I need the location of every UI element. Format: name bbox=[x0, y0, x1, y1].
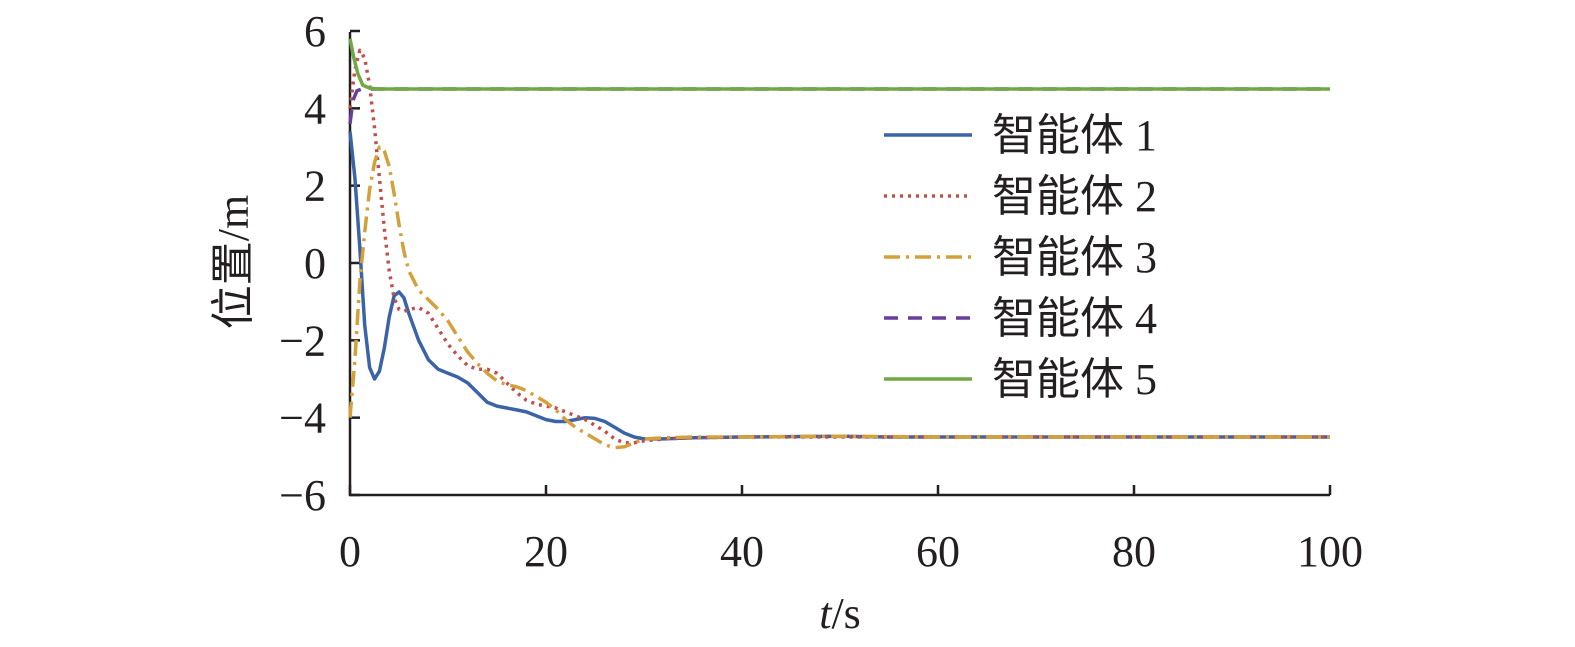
x-ticks: 0 20 40 60 80 100 bbox=[339, 485, 1363, 576]
series-layer bbox=[348, 38, 1330, 450]
y-ticks: −6 −4 −2 0 2 4 6 bbox=[279, 7, 360, 520]
x-tick-label: 60 bbox=[916, 527, 960, 576]
x-axis-label: t/s bbox=[819, 589, 861, 638]
legend-label-3: 智能体 3 bbox=[992, 233, 1157, 282]
x-tick-label: 100 bbox=[1297, 527, 1363, 576]
legend-label-1: 智能体 1 bbox=[992, 111, 1157, 160]
x-tick-label: 80 bbox=[1112, 527, 1156, 576]
y-tick-label: −4 bbox=[279, 394, 326, 443]
legend-label-2: 智能体 2 bbox=[992, 172, 1157, 221]
legend-label-5: 智能体 5 bbox=[992, 355, 1157, 404]
axes bbox=[348, 32, 1330, 497]
x-tick-label: 40 bbox=[720, 527, 764, 576]
y-tick-label: 6 bbox=[304, 7, 326, 56]
x-tick-label: 0 bbox=[339, 527, 361, 576]
y-tick-label: −6 bbox=[279, 471, 326, 520]
series-line-4 bbox=[348, 87, 1330, 125]
y-tick-label: 4 bbox=[304, 84, 326, 133]
legend-label-4: 智能体 4 bbox=[992, 294, 1157, 343]
y-tick-label: 0 bbox=[304, 239, 326, 288]
legend: 智能体 1 智能体 2 智能体 3 智能体 4 智能体 5 bbox=[884, 111, 1157, 404]
series-line-2 bbox=[348, 48, 1330, 445]
y-tick-label: −2 bbox=[279, 316, 326, 365]
series-line-3 bbox=[348, 145, 1330, 450]
y-tick-label: 2 bbox=[304, 162, 326, 211]
x-tick-label: 20 bbox=[524, 527, 568, 576]
series-line-1 bbox=[348, 131, 1330, 441]
series-line-5 bbox=[348, 38, 1330, 91]
y-axis-label: 位置/m bbox=[209, 195, 258, 329]
